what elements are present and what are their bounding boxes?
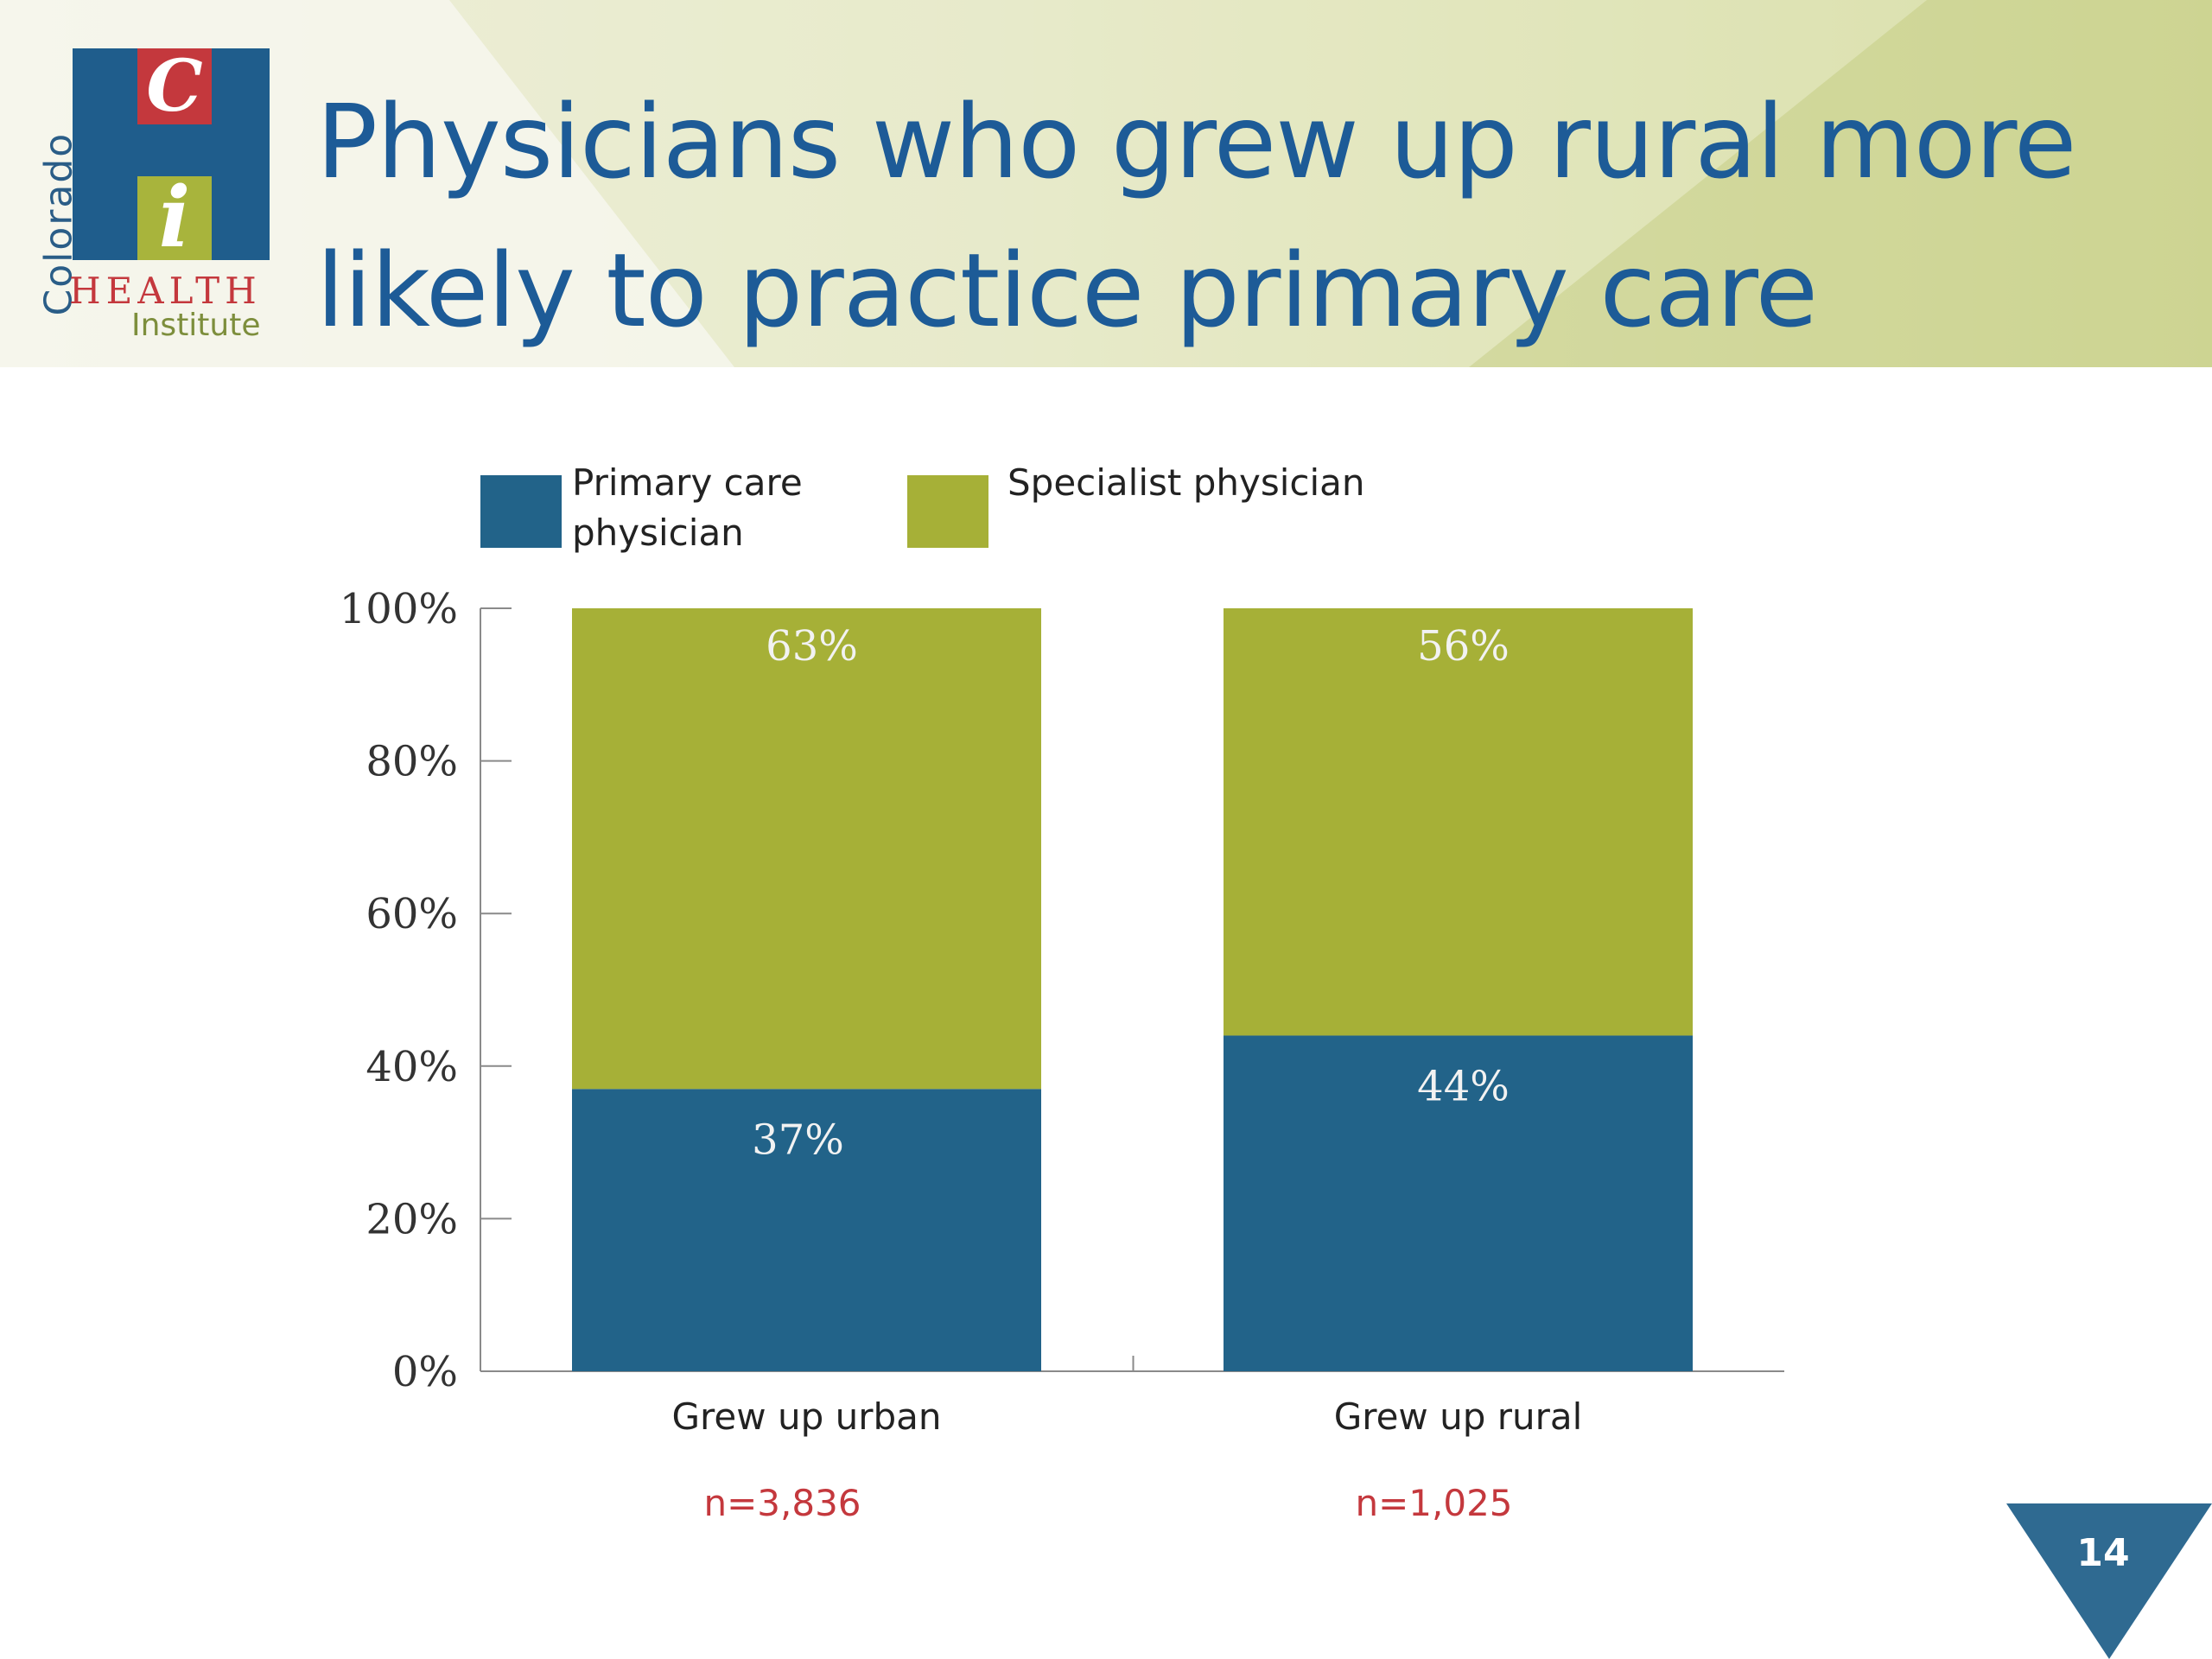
slide-number-badge: 14 <box>2006 1503 2212 1659</box>
slide-header: Colorado C i HEALTH Institute Physicians… <box>0 0 2212 367</box>
y-tick-label: 100% <box>340 585 458 633</box>
slide-title-line-2: likely to practice primary care <box>316 231 1818 350</box>
sample-size-label: n=3,836 <box>703 1482 861 1524</box>
header-background <box>0 0 2212 367</box>
sample-size-label: n=1,025 <box>1355 1482 1512 1524</box>
x-category-label: Grew up rural <box>1334 1395 1583 1438</box>
x-category-label: Grew up urban <box>672 1395 942 1438</box>
chi-logo: Colorado C i HEALTH Institute <box>17 43 276 354</box>
slide-title: Physicians who grew up rural more likely… <box>316 67 2131 365</box>
logo-health-text: HEALTH <box>69 270 262 312</box>
slide-title-line-1: Physicians who grew up rural more <box>316 82 2076 201</box>
logo-c-letter: C <box>137 48 212 124</box>
bar-value-label: 44% <box>1417 1062 1510 1110</box>
legend-label-primary-care: Primary care physician <box>572 461 803 554</box>
y-tick-label: 0% <box>392 1348 458 1396</box>
legend-swatch-specialist <box>907 475 988 548</box>
bar-value-label: 56% <box>1417 622 1510 671</box>
legend-label-specialist: Specialist physician <box>1007 461 1365 504</box>
bar-segment <box>1224 608 1693 1036</box>
y-tick-label: 40% <box>365 1043 458 1091</box>
logo-institute-text: Institute <box>131 308 261 343</box>
slide-number: 14 <box>2076 1531 2129 1575</box>
bar-segment <box>572 1089 1041 1371</box>
bar-segment <box>572 608 1041 1090</box>
y-tick-label: 80% <box>365 738 458 786</box>
y-tick-label: 60% <box>365 890 458 938</box>
y-tick-label: 20% <box>365 1195 458 1243</box>
legend-swatch-primary-care <box>480 475 562 548</box>
bar-segment <box>1224 1035 1693 1371</box>
bar-value-label: 37% <box>752 1116 844 1164</box>
logo-i-letter: i <box>137 176 212 260</box>
bar-value-label: 63% <box>766 622 858 671</box>
